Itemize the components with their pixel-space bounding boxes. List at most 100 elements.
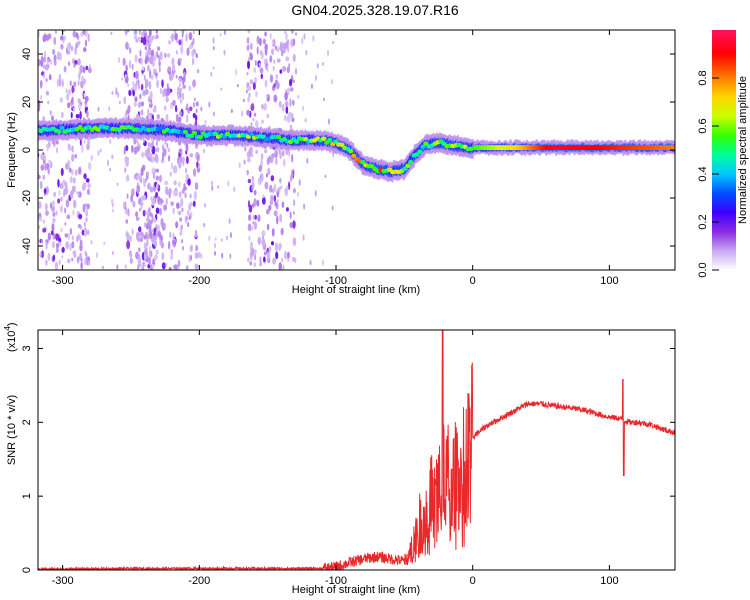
noise-cell [285, 32, 288, 40]
noise-cell [132, 85, 137, 90]
noise-cell [65, 162, 69, 170]
noise-cell [55, 247, 59, 254]
noise-cell [71, 145, 74, 153]
noise-cell [85, 217, 88, 222]
ridge-core-cell [405, 163, 411, 169]
noise-cell [185, 167, 188, 174]
ridge-core-cell [158, 126, 164, 131]
noise-cell [254, 59, 257, 67]
noise-cell [208, 101, 211, 108]
noise-cell [42, 174, 46, 180]
noise-cell [149, 91, 153, 100]
noise-cell [238, 162, 241, 168]
noise-cell [140, 167, 144, 177]
noise-cell [290, 30, 295, 34]
noise-cell [171, 63, 176, 72]
noise-cell [118, 100, 121, 104]
noise-cell [211, 185, 214, 192]
noise-cell [86, 203, 90, 210]
noise-cell [327, 49, 330, 57]
noise-cell [256, 199, 260, 207]
noise-cell [106, 159, 109, 167]
noise-cell [46, 58, 49, 65]
noise-cell [88, 67, 92, 74]
x-tick-label: -200 [188, 275, 210, 287]
noise-cell [140, 101, 145, 107]
noise-cell [263, 103, 267, 111]
noise-cell [213, 250, 216, 256]
noise-cell [327, 118, 330, 125]
noise-cell [286, 66, 291, 74]
noise-cell [249, 42, 253, 50]
noise-cell [125, 109, 130, 115]
noise-cell [168, 66, 171, 73]
noise-cell [258, 165, 263, 173]
noise-cell [67, 233, 70, 240]
noise-cell [170, 253, 174, 260]
noise-cell [181, 92, 185, 101]
noise-cell [246, 157, 251, 163]
noise-cell [279, 150, 283, 160]
noise-cell [45, 210, 49, 216]
noise-cell [200, 253, 203, 260]
noise-cell [148, 219, 153, 226]
noise-cell [163, 204, 168, 211]
noise-cell [261, 238, 266, 247]
noise-cell [252, 117, 255, 122]
noise-cell [194, 182, 199, 191]
noise-cell [156, 224, 161, 233]
noise-cell [77, 98, 81, 104]
noise-cell [103, 241, 106, 245]
noise-cell [136, 139, 139, 144]
noise-cell [248, 235, 251, 242]
noise-cell [43, 73, 46, 79]
snr-x-label: Height of straight line (km) [292, 584, 420, 596]
noise-cell [64, 222, 67, 226]
noise-cell [71, 168, 74, 176]
noise-cell [178, 181, 181, 188]
noise-cell [253, 221, 257, 230]
noise-cell [130, 194, 133, 203]
noise-cell [83, 92, 86, 98]
noise-cell [51, 115, 54, 122]
noise-cell [159, 239, 162, 246]
noise-cell [82, 47, 87, 53]
noise-cell [50, 230, 54, 236]
noise-cell [314, 190, 317, 197]
noise-cell [158, 59, 161, 67]
noise-cell [214, 242, 217, 249]
noise-cell [149, 56, 154, 65]
noise-cell [295, 67, 298, 75]
noise-cell [187, 108, 190, 114]
noise-cell [65, 186, 69, 195]
noise-cell [42, 227, 47, 233]
noise-cell [61, 246, 65, 253]
noise-cell [274, 201, 277, 207]
noise-cell [130, 252, 133, 258]
y-tick-label: 0 [21, 567, 33, 573]
noise-cell [51, 223, 55, 232]
noise-cell [152, 107, 157, 113]
noise-cell [171, 240, 176, 245]
noise-cell [264, 47, 268, 56]
noise-cell [79, 110, 82, 120]
noise-cell [249, 261, 252, 266]
snr-series-line [38, 330, 675, 570]
noise-cell [185, 216, 188, 221]
noise-cell [246, 44, 249, 51]
ridge-core-cell [408, 159, 414, 165]
noise-cell [38, 58, 41, 67]
noise-cell [186, 103, 189, 109]
noise-cell [254, 253, 257, 261]
spectrogram-y-axis: -40 -20 0 20 40 [21, 48, 675, 254]
noise-cell [97, 149, 100, 156]
noise-cell [285, 56, 290, 62]
noise-cell [60, 227, 63, 233]
noise-cell [203, 223, 206, 228]
noise-cell [155, 207, 160, 214]
noise-cell [155, 147, 160, 153]
noise-cell [154, 72, 158, 77]
noise-cell [292, 38, 296, 47]
y-tick-label: 3 [21, 345, 33, 351]
